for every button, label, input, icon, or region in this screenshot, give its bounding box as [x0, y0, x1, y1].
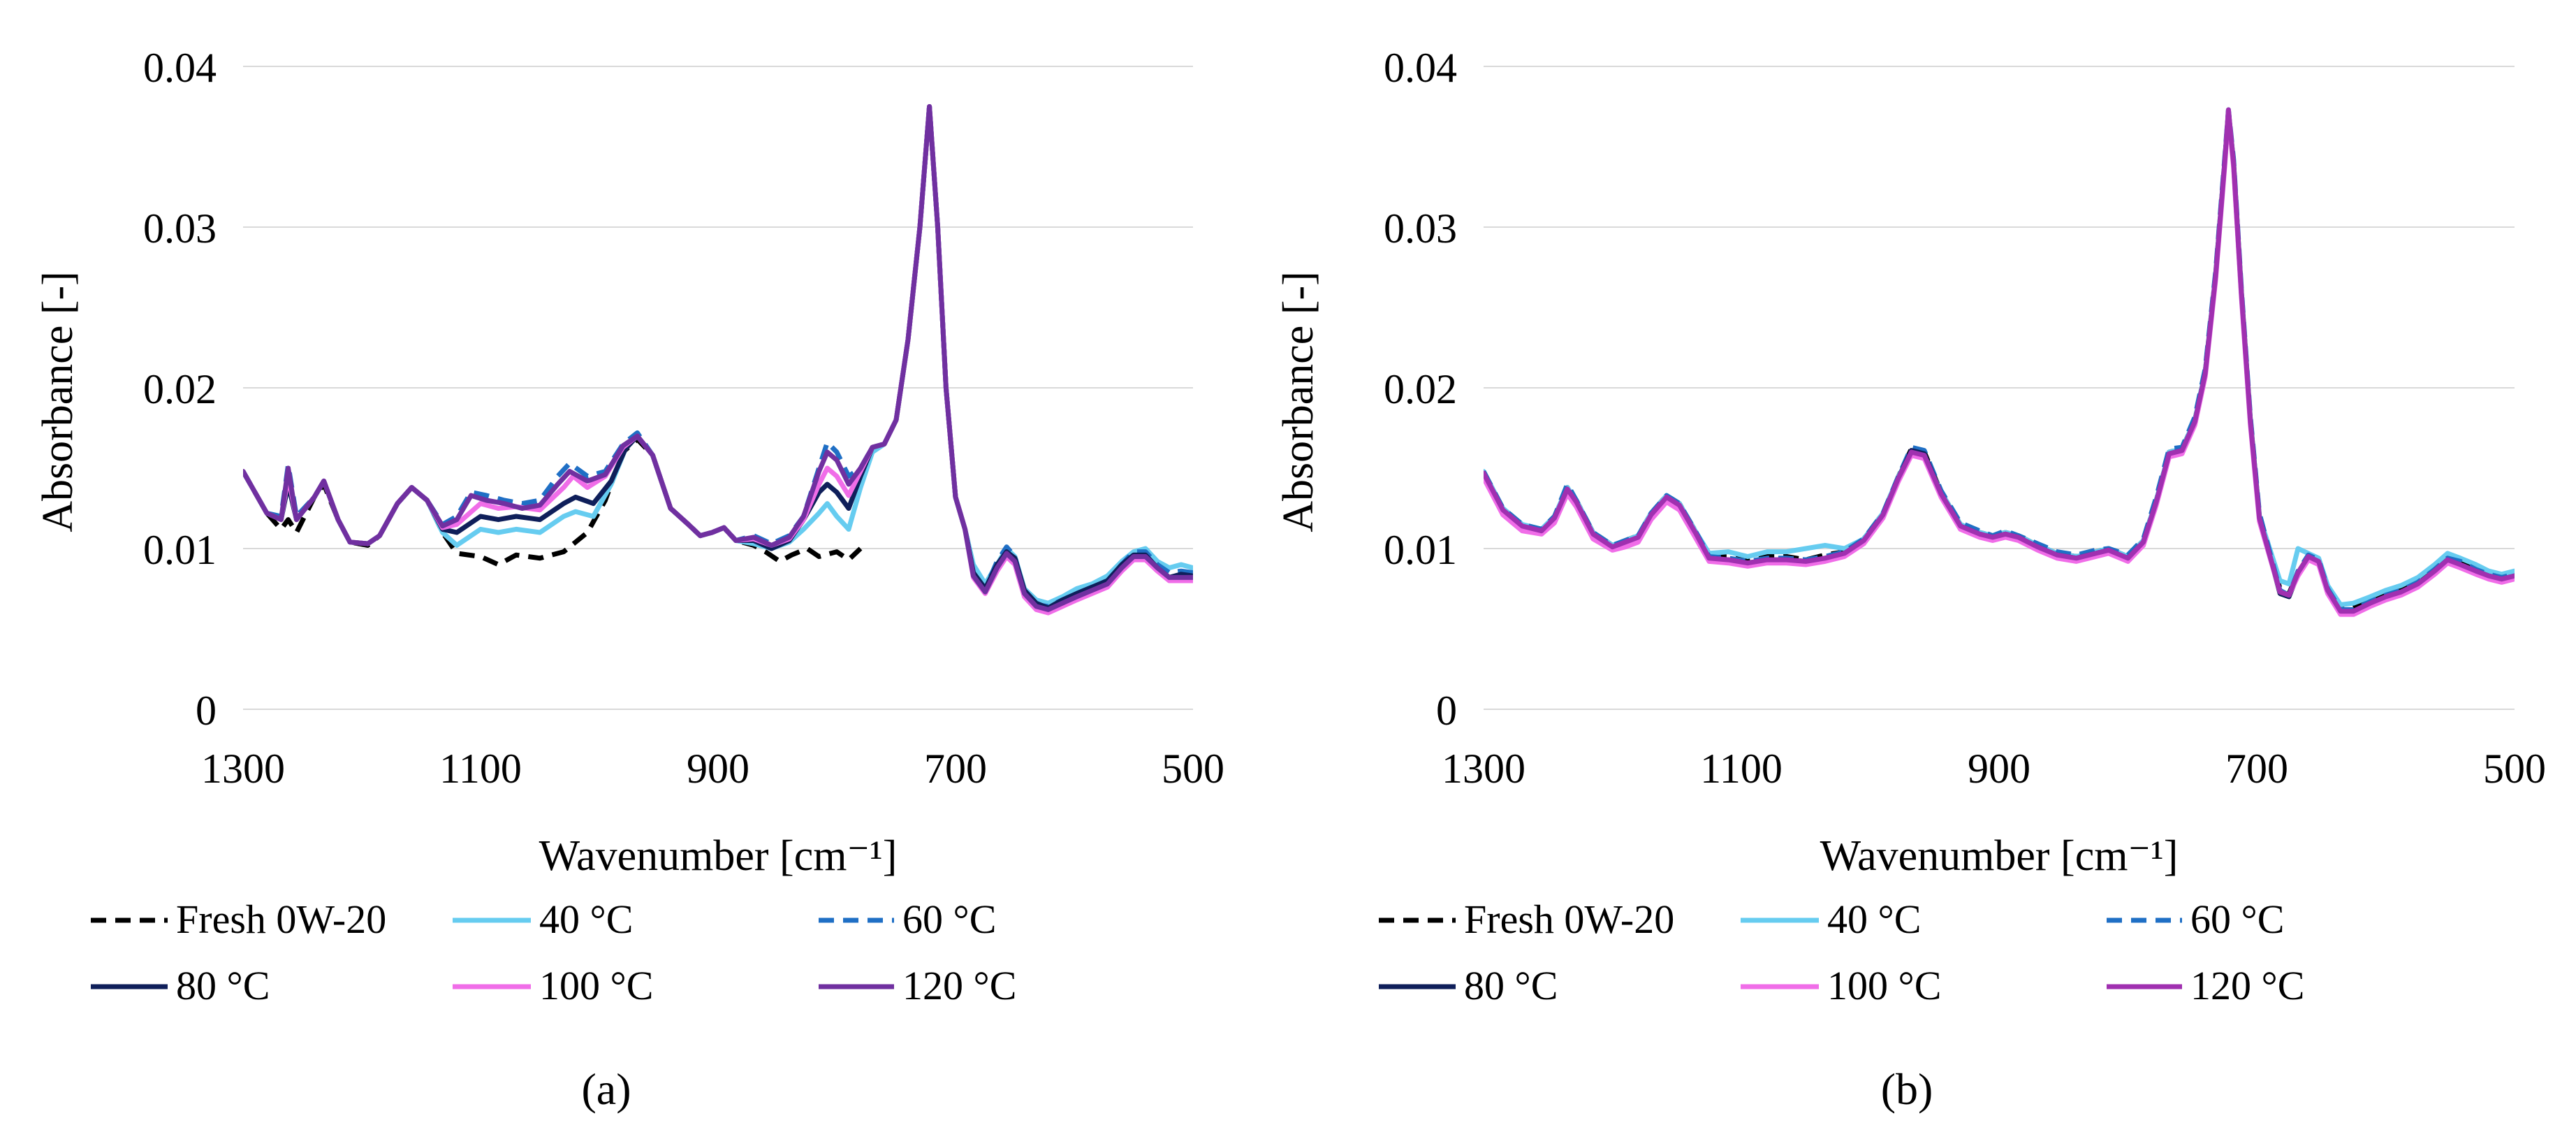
y-tick-label: 0.01 — [1384, 527, 1457, 573]
series-line — [1484, 112, 2515, 617]
x-tick-label: 1300 — [1442, 746, 1525, 792]
panel-a: 0 0.01 0.02 0.03 0.04 1300 1100 900 700 500 Wavenu… — [34, 45, 1224, 1114]
x-axis-label: Wavenumber [cm⁻¹] — [539, 832, 898, 880]
y-tick-label: 0.01 — [143, 527, 217, 573]
x-tick-label: 500 — [2483, 746, 2546, 792]
x-tick-label: 900 — [687, 746, 749, 792]
x-tick-label: 500 — [1162, 746, 1224, 792]
x-tick-label: 700 — [2225, 746, 2288, 792]
y-axis-label: Absorbance [-] — [1275, 271, 1322, 532]
y-tick-label: 0.04 — [1384, 45, 1457, 91]
y-tick-label: 0 — [1436, 688, 1457, 734]
panel-label: (a) — [581, 1064, 631, 1114]
x-tick-label: 900 — [1968, 746, 2030, 792]
y-tick-label: 0 — [196, 688, 217, 734]
legend-label: 80 °C — [1464, 963, 1558, 1008]
legend-label: 100 °C — [539, 963, 653, 1008]
x-tick-label: 700 — [924, 746, 987, 792]
panel-label: (b) — [1881, 1064, 1933, 1114]
legend-label: 120 °C — [2190, 963, 2304, 1008]
x-axis-label: Wavenumber [cm⁻¹] — [1820, 832, 2179, 880]
y-tick-label: 0.03 — [1384, 205, 1457, 252]
legend-label: 60 °C — [902, 897, 996, 942]
x-tick-label: 1300 — [201, 746, 285, 792]
legend-label: 40 °C — [539, 897, 633, 942]
legend-label: 120 °C — [902, 963, 1016, 1008]
legend-label: 60 °C — [2190, 897, 2284, 942]
series-line — [243, 104, 1193, 611]
y-tick-label: 0.02 — [1384, 366, 1457, 412]
legend-label: Fresh 0W-20 — [1464, 897, 1674, 942]
legend-label: 100 °C — [1827, 963, 1941, 1008]
series-line — [243, 104, 1193, 616]
x-tick-label: 1100 — [1700, 746, 1783, 792]
legend-label: Fresh 0W-20 — [176, 897, 386, 942]
legend-label: 40 °C — [1827, 897, 1921, 942]
series-line — [243, 104, 1193, 612]
y-tick-label: 0.04 — [143, 45, 217, 91]
panel-b: 0 0.01 0.02 0.03 0.04 1300 1100 900 700 500 Wavenu… — [1275, 45, 2546, 1114]
x-tick-label: 1100 — [439, 746, 522, 792]
y-tick-label: 0.02 — [143, 366, 217, 412]
y-tick-label: 0.03 — [143, 205, 217, 252]
legend-label: 80 °C — [176, 963, 270, 1008]
series-line — [1484, 107, 2515, 614]
y-axis-label: Absorbance [-] — [34, 271, 82, 532]
